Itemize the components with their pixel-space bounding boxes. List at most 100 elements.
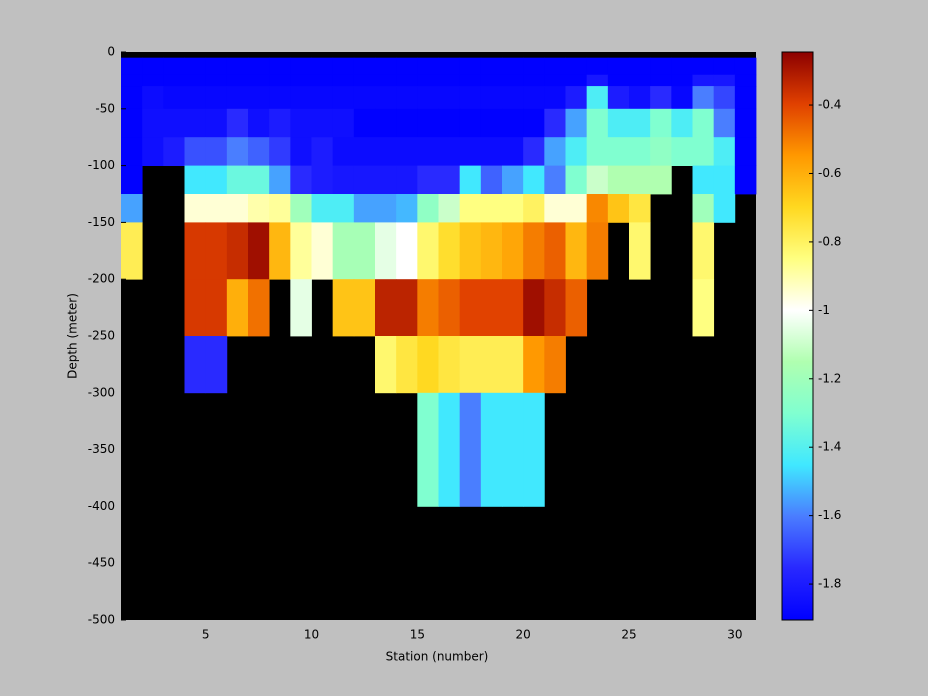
heat-cell	[544, 194, 566, 223]
heat-cell	[607, 86, 630, 110]
heat-cell	[713, 194, 736, 223]
heat-cell	[332, 279, 355, 337]
y-axis-label: Depth (meter)	[66, 293, 80, 379]
heat-cell	[544, 108, 566, 138]
heat-cell	[269, 137, 291, 166]
heat-cell	[184, 165, 207, 195]
colorbar-tick-label: -0.4	[818, 98, 841, 112]
heat-cell	[417, 74, 439, 87]
heat-cell	[502, 222, 524, 280]
heat-cell	[290, 137, 312, 166]
heat-cell	[565, 279, 588, 337]
x-tick-label: 10	[304, 628, 319, 642]
heat-cell	[269, 108, 291, 138]
heat-cell	[565, 137, 588, 166]
heat-cell	[459, 392, 482, 507]
heat-cell	[565, 57, 588, 76]
heat-cell	[650, 86, 672, 110]
heat-cell	[311, 222, 334, 280]
heat-cell	[184, 137, 207, 166]
heat-cell	[226, 279, 249, 337]
x-tick-label: 20	[516, 628, 531, 642]
heat-cell	[692, 222, 715, 280]
heat-cell	[480, 165, 503, 195]
heat-cell	[713, 74, 736, 87]
heat-cell	[502, 86, 524, 110]
heat-cell	[692, 57, 715, 76]
y-tick-label: -100	[88, 158, 115, 172]
heat-cell	[438, 86, 461, 110]
heat-cell	[417, 137, 439, 166]
heat-cell	[523, 137, 545, 166]
heat-cell	[184, 86, 207, 110]
heat-cell	[396, 137, 418, 166]
heat-cell	[269, 222, 291, 280]
heat-cell	[629, 137, 651, 166]
heat-cell	[290, 57, 312, 76]
heat-cell	[248, 194, 270, 223]
heat-cell	[353, 137, 376, 166]
heat-cell	[586, 108, 609, 138]
heat-cell	[353, 165, 376, 195]
heat-cell	[480, 57, 503, 76]
colorbar-tick-label: -1.4	[818, 440, 841, 454]
heat-cell	[226, 57, 249, 76]
heat-cell	[502, 194, 524, 223]
heat-cell	[713, 165, 736, 195]
heat-cell	[184, 57, 207, 76]
heat-cell	[417, 279, 439, 337]
heat-cell	[375, 57, 397, 76]
colorbar-tick-label: -1	[818, 303, 830, 317]
heat-cell	[692, 86, 715, 110]
heat-cell	[332, 74, 355, 87]
heat-cell	[121, 165, 143, 195]
heat-cell	[417, 86, 439, 110]
heat-cell	[184, 336, 207, 394]
heat-cell	[121, 194, 143, 223]
heat-cell	[713, 108, 736, 138]
heat-cell	[438, 222, 461, 280]
heat-cell	[163, 137, 185, 166]
heat-cell	[184, 74, 207, 87]
heat-cell	[205, 137, 228, 166]
heat-cell	[438, 108, 461, 138]
x-tick-label: 15	[410, 628, 425, 642]
colorbar-tick-label: -1.6	[818, 508, 841, 522]
heat-cell	[290, 194, 312, 223]
y-tick-label: -50	[95, 101, 115, 115]
heat-cell	[396, 194, 418, 223]
heat-cell	[480, 336, 503, 394]
heat-cell	[248, 165, 270, 195]
heat-cell	[290, 222, 312, 280]
heat-cell	[523, 194, 545, 223]
heat-cell	[396, 57, 418, 76]
heat-cell	[205, 336, 228, 394]
heat-cell	[544, 279, 566, 337]
x-tick-label: 30	[727, 628, 742, 642]
heat-cell	[290, 86, 312, 110]
heat-cell	[226, 137, 249, 166]
heat-cell	[692, 279, 715, 337]
heat-cell	[121, 222, 143, 280]
heat-cell	[734, 86, 757, 110]
heat-cell	[459, 108, 482, 138]
heat-cell	[269, 86, 291, 110]
heat-cell	[713, 57, 736, 76]
heat-cell	[290, 165, 312, 195]
heat-cell	[184, 279, 207, 337]
heat-cell	[142, 57, 164, 76]
heat-cell	[565, 194, 588, 223]
heat-cell	[544, 57, 566, 76]
heat-cell	[692, 108, 715, 138]
heat-cell	[650, 165, 672, 195]
heat-cell	[396, 165, 418, 195]
colorbar-tick-label: -0.8	[818, 234, 841, 248]
heat-cell	[629, 194, 651, 223]
heat-cell	[544, 137, 566, 166]
heat-cell	[417, 57, 439, 76]
heat-cell	[692, 194, 715, 223]
heat-cell	[544, 222, 566, 280]
heat-cell	[671, 74, 693, 87]
heat-cell	[629, 108, 651, 138]
